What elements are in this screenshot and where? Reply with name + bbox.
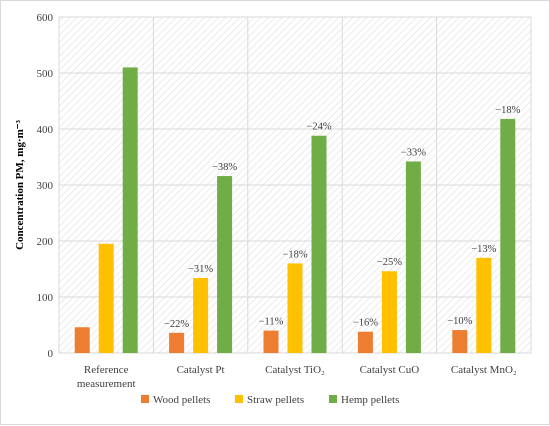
data-label: −13% [471,244,496,255]
legend-label: Wood pellets [153,394,210,406]
data-label: −22% [164,319,189,330]
data-label: −10% [447,316,472,327]
axes: 0 100 200 300 400 500 600 Reference measurement C… [37,12,517,390]
legend-swatch [235,395,243,403]
bar [217,176,233,353]
y-tick-label: 0 [48,348,54,360]
bar [405,161,421,353]
x-tick-label: Catalyst Pt [177,364,225,376]
y-tick-label: 300 [37,180,54,192]
bar [476,257,492,353]
bars [74,67,516,354]
data-label: −11% [259,317,284,328]
bar [74,327,90,353]
x-tick-label: Reference [84,364,129,376]
x-tick-label: Catalyst MnO₂ [451,364,517,376]
x-tick-label: Catalyst CuO [360,364,420,376]
data-label: −18% [495,105,520,116]
legend-label: Straw pellets [247,394,304,406]
bar [169,332,185,353]
data-label: −38% [212,162,237,173]
bar [263,330,279,353]
y-tick-label: 100 [37,292,54,304]
y-axis-label: Concentration PM, mg·m⁻³ [14,119,26,249]
bar [122,67,138,354]
bar [98,243,114,353]
y-tick-label: 600 [37,12,54,24]
x-tick-label: Catalyst TiO₂ [265,364,325,376]
data-label: −33% [401,147,426,158]
y-tick-label: 200 [37,236,54,248]
bar [381,271,397,353]
data-label: −24% [306,122,331,133]
y-tick-label: 400 [37,124,54,136]
data-label: −18% [282,249,307,260]
legend-swatch [141,395,149,403]
data-labels: −22% −11% −16% −10% −31% −18% −25% −13% −38% −24%… [164,105,521,330]
data-label: −16% [353,318,378,329]
legend: Wood pellets Straw pellets Hemp pellets [141,394,399,406]
data-label: −31% [188,264,213,275]
data-label: −25% [377,257,402,268]
bar [452,330,468,353]
bar [287,263,303,353]
x-tick-label: measurement [77,378,136,390]
bar [311,135,327,353]
bar [357,331,373,353]
bar [500,118,516,353]
bar [193,277,209,353]
legend-label: Hemp pellets [341,394,399,406]
legend-swatch [329,395,337,403]
y-tick-label: 500 [37,68,54,80]
